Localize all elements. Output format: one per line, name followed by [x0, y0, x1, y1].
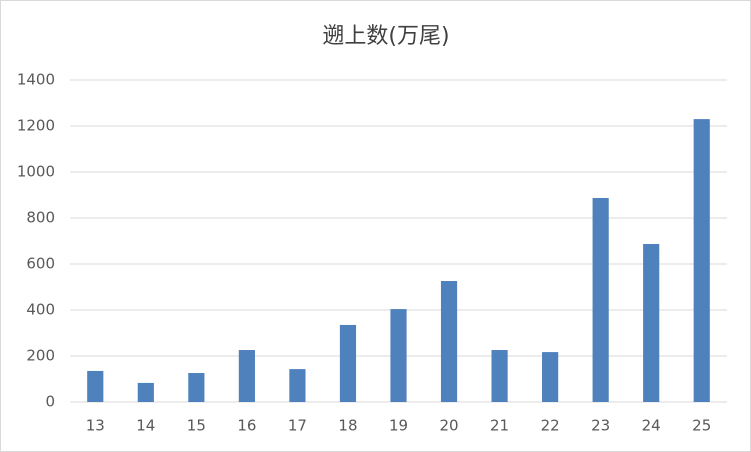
- bar: [339, 324, 357, 402]
- bar: [390, 309, 407, 402]
- bar: [592, 197, 609, 402]
- chart-title: 遡上数(万尾): [322, 24, 449, 49]
- x-tick-label: 19: [389, 417, 408, 435]
- x-tick-label: 25: [692, 417, 711, 435]
- x-tick-label: 17: [288, 417, 307, 435]
- x-tick-label: 22: [541, 417, 560, 435]
- x-tick-label: 14: [136, 417, 155, 435]
- y-tick-label: 1400: [17, 71, 55, 89]
- bar: [643, 243, 660, 402]
- bar: [137, 382, 154, 402]
- y-tick-label: 400: [26, 301, 55, 319]
- x-tick-label: 15: [187, 417, 206, 435]
- x-tick-label: 21: [490, 417, 509, 435]
- x-tick-label: 13: [86, 417, 105, 435]
- y-tick-label: 1000: [17, 163, 55, 181]
- y-tick-label: 0: [45, 393, 55, 411]
- bar: [542, 352, 559, 402]
- bar: [693, 119, 710, 402]
- y-tick-label: 800: [26, 209, 55, 227]
- bar: [238, 350, 255, 402]
- y-tick-label: 1200: [17, 117, 55, 135]
- x-tick-label: 23: [591, 417, 610, 435]
- x-tick-label: 24: [642, 417, 661, 435]
- bar: [440, 281, 458, 402]
- x-tick-label: 18: [338, 417, 357, 435]
- x-tick-label: 20: [439, 417, 458, 435]
- bar: [188, 373, 205, 402]
- y-tick-label: 200: [26, 347, 55, 365]
- x-tick-label: 16: [237, 417, 256, 435]
- bar: [87, 370, 104, 402]
- bar: [289, 369, 306, 402]
- bar: [491, 350, 508, 402]
- y-tick-label: 600: [26, 255, 55, 273]
